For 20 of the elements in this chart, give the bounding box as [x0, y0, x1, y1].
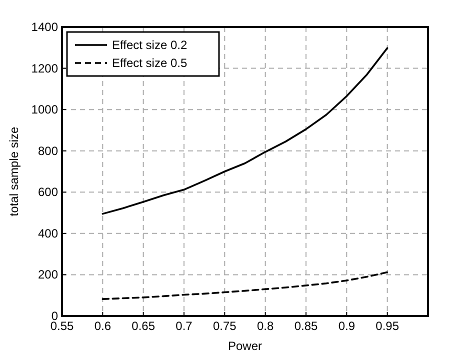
x-tick-label: 0.95	[376, 319, 400, 333]
legend-label: Effect size 0.2	[112, 38, 188, 52]
y-tick-label: 600	[38, 185, 58, 200]
y-axis-title: total sample size	[7, 126, 21, 216]
y-tick-label: 1200	[31, 61, 58, 76]
x-tick-label: 0.6	[94, 319, 112, 333]
x-axis-title: Power	[228, 339, 262, 353]
y-tick-label: 400	[38, 226, 58, 240]
y-tick-label: 800	[38, 144, 58, 158]
legend-label: Effect size 0.5	[112, 56, 188, 70]
y-tick-label: 200	[38, 268, 58, 282]
line-series	[102, 271, 388, 300]
y-tick-label: 1000	[31, 102, 58, 117]
x-tick-label: 0.75	[212, 319, 237, 333]
x-tick-label: 0.85	[294, 319, 318, 333]
x-tick-label: 0.65	[132, 319, 156, 333]
x-tick-label: 0.7	[176, 319, 193, 333]
x-tick-label: 0.8	[256, 319, 274, 333]
y-tick-label: 1400	[31, 20, 58, 34]
x-tick-label: 0.9	[338, 319, 356, 333]
